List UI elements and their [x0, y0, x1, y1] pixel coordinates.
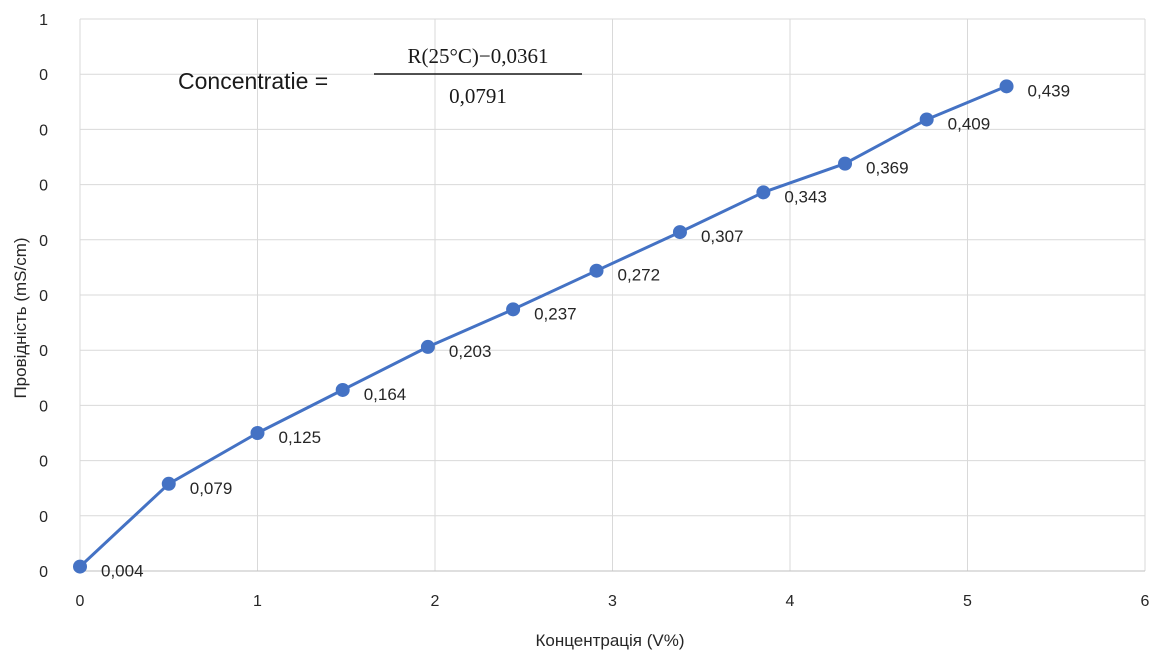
data-point: [999, 79, 1014, 94]
x-tick-label: 6: [1141, 593, 1150, 610]
y-tick-label: 0: [39, 564, 48, 581]
data-point: [335, 382, 350, 397]
data-point: [838, 156, 853, 171]
y-axis-title: Провідність (mS/cm): [11, 237, 30, 398]
y-tick-label: 0: [39, 509, 48, 526]
data-point: [73, 559, 87, 574]
formula-denominator: 0,0791: [449, 84, 507, 108]
data-point: [506, 302, 521, 317]
data-label: 0,125: [279, 428, 322, 447]
data-label: 0,439: [1028, 81, 1071, 100]
formula-lhs: Concentratie =: [178, 68, 328, 94]
data-label: 0,237: [534, 304, 577, 323]
y-tick-label: 0: [39, 454, 48, 471]
data-labels: 0,004 0,079 0,125 0,164 0,203 0,237 0,272 0,307…: [101, 81, 1070, 580]
y-tick-label: 0: [39, 343, 48, 360]
data-label: 0,369: [866, 159, 909, 178]
x-axis-title: Концентрація (V%): [535, 631, 684, 650]
data-point: [420, 339, 435, 354]
data-point: [919, 112, 934, 127]
y-tick-label: 0: [39, 233, 48, 250]
y-tick-labels: 0 0 0 0 0 0 0 0 0 0 1: [39, 12, 48, 581]
data-label: 0,079: [190, 479, 233, 498]
data-label: 0,307: [701, 227, 744, 246]
data-point: [672, 225, 687, 240]
x-tick-label: 2: [431, 593, 440, 610]
data-label: 0,164: [364, 385, 407, 404]
formula-annotation: Concentratie = R(25°C)−0,0361 0,0791: [178, 44, 582, 108]
data-label: 0,343: [784, 187, 827, 206]
series-line: [78, 84, 1008, 568]
data-label: 0,004: [101, 562, 144, 581]
y-tick-label: 1: [39, 12, 48, 29]
x-tick-label: 3: [608, 593, 617, 610]
data-label: 0,272: [618, 266, 661, 285]
data-point: [161, 476, 176, 491]
x-tick-label: 4: [786, 593, 795, 610]
y-tick-label: 0: [39, 122, 48, 139]
data-label: 0,203: [449, 342, 492, 361]
data-point: [756, 185, 771, 200]
y-tick-label: 0: [39, 67, 48, 84]
x-tick-label: 0: [76, 593, 85, 610]
y-tick-label: 0: [39, 288, 48, 305]
data-point: [250, 426, 265, 440]
x-tick-label: 5: [963, 593, 972, 610]
grid: [79, 18, 1146, 572]
data-point: [589, 263, 604, 278]
y-tick-label: 0: [39, 178, 48, 195]
y-tick-label: 0: [39, 398, 48, 415]
x-tick-label: 1: [253, 593, 262, 610]
formula-numerator: R(25°C)−0,0361: [408, 44, 549, 68]
x-tick-labels: 0 1 2 3 4 5 6: [76, 593, 1150, 610]
data-label: 0,409: [948, 114, 991, 133]
series: [73, 79, 1014, 574]
